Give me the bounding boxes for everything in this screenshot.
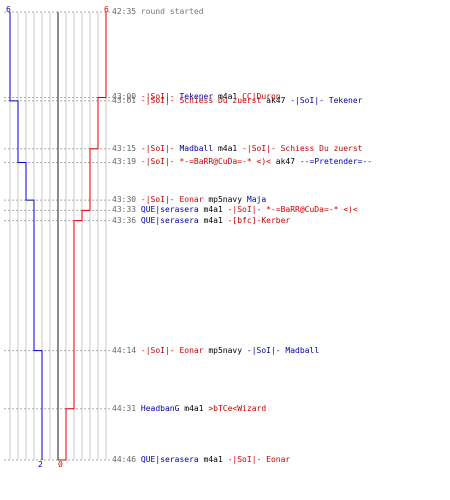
event-text: Madball <box>179 143 214 153</box>
event-row: 44:46 QUE|serasera m4a1 -|SoI|- Eonar <box>112 455 290 465</box>
event-text: round started <box>140 7 204 16</box>
red-start-count: 6 <box>104 5 109 14</box>
event-row: 43:00 -|SoI|- Tekener m4a1 CC|Duron <box>112 92 281 102</box>
event-time: 43:30 <box>112 195 141 205</box>
event-text: m4a1 <box>213 143 243 153</box>
grid-lines <box>9 12 107 460</box>
event-text: -|SoI|- Eonar <box>140 195 204 205</box>
event-row: 44:14 -|SoI|- Eonar mp5navy -|SoI|- Madb… <box>112 346 319 356</box>
event-text: QUE|serasera <box>140 215 199 225</box>
event-text: QUE|serasera <box>140 455 199 464</box>
event-time: 44:14 <box>112 345 141 355</box>
event-text: m4a1 <box>213 92 243 102</box>
event-row: 43:30 -|SoI|- Eonar mp5navy Maja <box>112 195 266 205</box>
event-time: 43:19 <box>112 157 141 167</box>
event-text: CC|Duron <box>242 92 281 102</box>
event-time: 43:00 <box>112 92 141 102</box>
event-time: 43:01 <box>112 95 141 105</box>
event-text: --=Pretender=-- <box>299 157 373 167</box>
blue-end-count: 2 <box>38 460 43 469</box>
event-text: >bTCe<Wizard <box>208 403 267 413</box>
event-text: HeadbanG <box>140 403 180 413</box>
event-row: 42:35 round started <box>112 7 204 17</box>
event-row: 43:33 QUE|serasera m4a1 -|SoI|- *-=BaRR@… <box>112 205 358 215</box>
event-text: ak47 <box>261 95 291 105</box>
event-text: QUE|serasera <box>140 205 199 215</box>
event-text: -|SoI|- *-=BaRR@CuDa=-* <)< <box>227 205 358 215</box>
event-text: -|SoI|- <box>140 92 180 102</box>
event-time: 43:15 <box>112 143 141 153</box>
blue-team-alive-line <box>9 12 43 460</box>
red-team-alive-line <box>58 12 107 461</box>
event-row: 43:15 -|SoI|- Madball m4a1 -|SoI|- Schie… <box>112 144 362 154</box>
event-text: -|SoI|- Madball <box>246 345 320 355</box>
event-row: 44:31 HeadbanG m4a1 >bTCe<Wizard <box>112 404 266 414</box>
event-text: m4a1 <box>198 455 228 464</box>
event-text: -|SoI|- Schiess Du zuerst <box>140 95 262 105</box>
event-time: 43:33 <box>112 205 141 215</box>
event-text: mp5navy <box>203 345 247 355</box>
event-time: 44:31 <box>112 403 141 413</box>
event-text: -|SoI|- Schiess Du zuerst <box>242 143 363 153</box>
event-time: 42:35 <box>112 7 141 16</box>
event-row: 43:19 -|SoI|- *-=BaRR@CuDa=-* <)< ak47 -… <box>112 157 372 167</box>
event-text: m4a1 <box>179 403 209 413</box>
event-text: mp5navy <box>203 195 247 205</box>
event-text: Tekener <box>179 92 214 102</box>
event-row: 43:01 -|SoI|- Schiess Du zuerst ak47 -|S… <box>112 96 362 106</box>
event-row: 43:36 QUE|serasera m4a1 -[bfc]-Kerber <box>112 216 290 226</box>
event-text: -|SoI|- Eonar <box>140 345 204 355</box>
event-text: -|SoI|- *-=BaRR@CuDa=-* <)< <box>140 157 271 167</box>
event-time: 44:46 <box>112 455 141 464</box>
event-text: -|SoI|- Eonar <box>227 455 291 464</box>
event-text: ak47 <box>270 157 300 167</box>
event-text: m4a1 <box>198 205 228 215</box>
event-time: 43:36 <box>112 215 141 225</box>
event-dotted-lines <box>4 11 110 461</box>
blue-start-count: 6 <box>6 5 11 14</box>
event-text: m4a1 <box>198 215 228 225</box>
red-end-count: 0 <box>58 460 63 469</box>
event-text: -|SoI|- <box>140 143 180 153</box>
event-text: -|SoI|- Tekener <box>290 95 363 105</box>
event-text: -[bfc]-Kerber <box>227 215 291 225</box>
event-text: Maja <box>246 195 267 205</box>
